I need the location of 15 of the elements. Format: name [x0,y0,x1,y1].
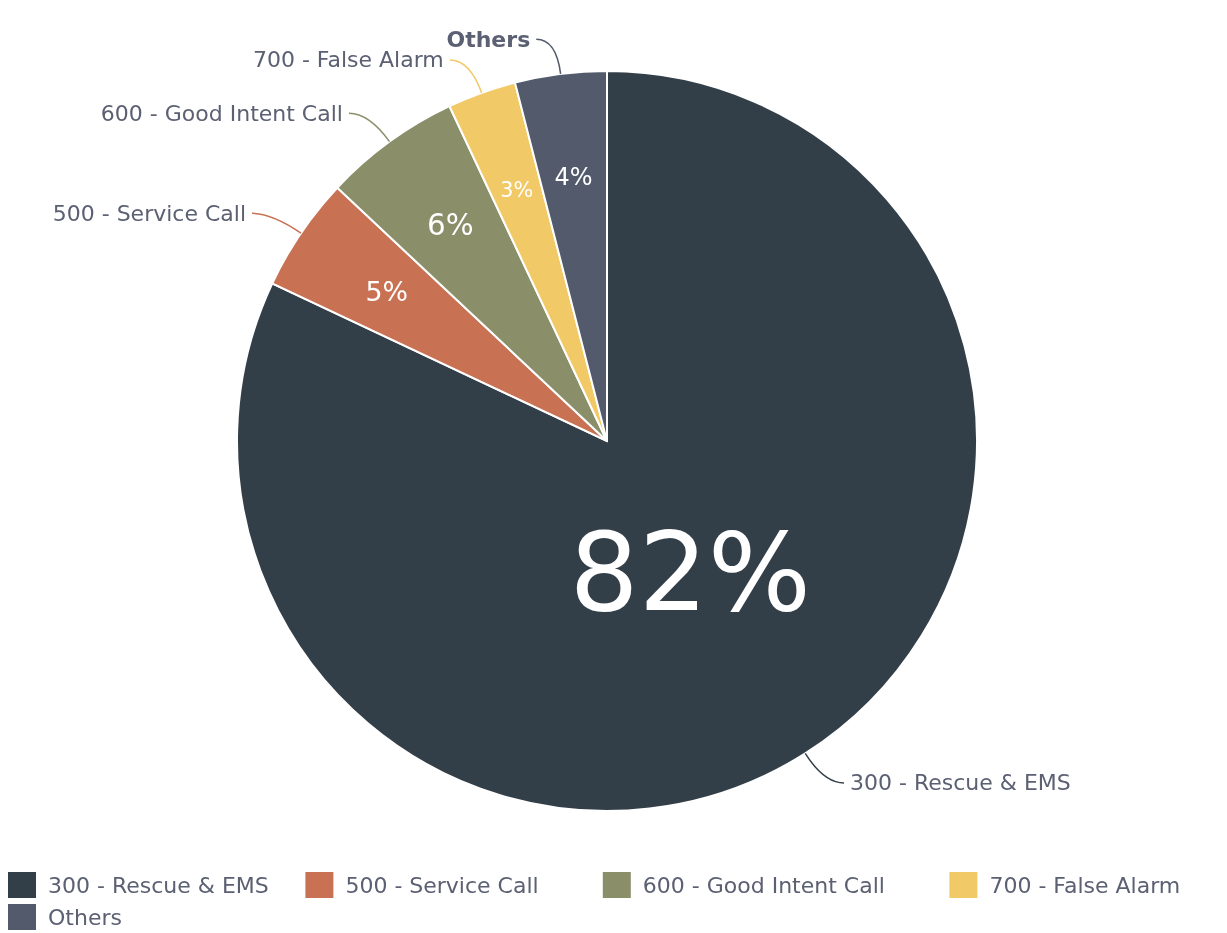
data-label: 82% [569,508,812,636]
legend-label: 600 - Good Intent Call [642,872,885,898]
slice-label: 700 - False Alarm [252,47,444,73]
data-label: 6% [427,208,474,243]
slice-label: 600 - Good Intent Call [100,100,343,126]
legend-label: 500 - Service Call [345,872,539,898]
slice-label: Others [446,26,531,52]
slice-label: 500 - Service Call [52,200,247,226]
legend-label: 700 - False Alarm [989,872,1181,898]
data-label: 3% [500,178,534,203]
slice-label: 300 - Rescue & EMS [850,770,1071,796]
data-label: 5% [365,275,408,307]
data-label: 4% [554,162,593,191]
legend-label: Others [48,904,122,930]
legend-label: 300 - Rescue & EMS [48,872,269,898]
